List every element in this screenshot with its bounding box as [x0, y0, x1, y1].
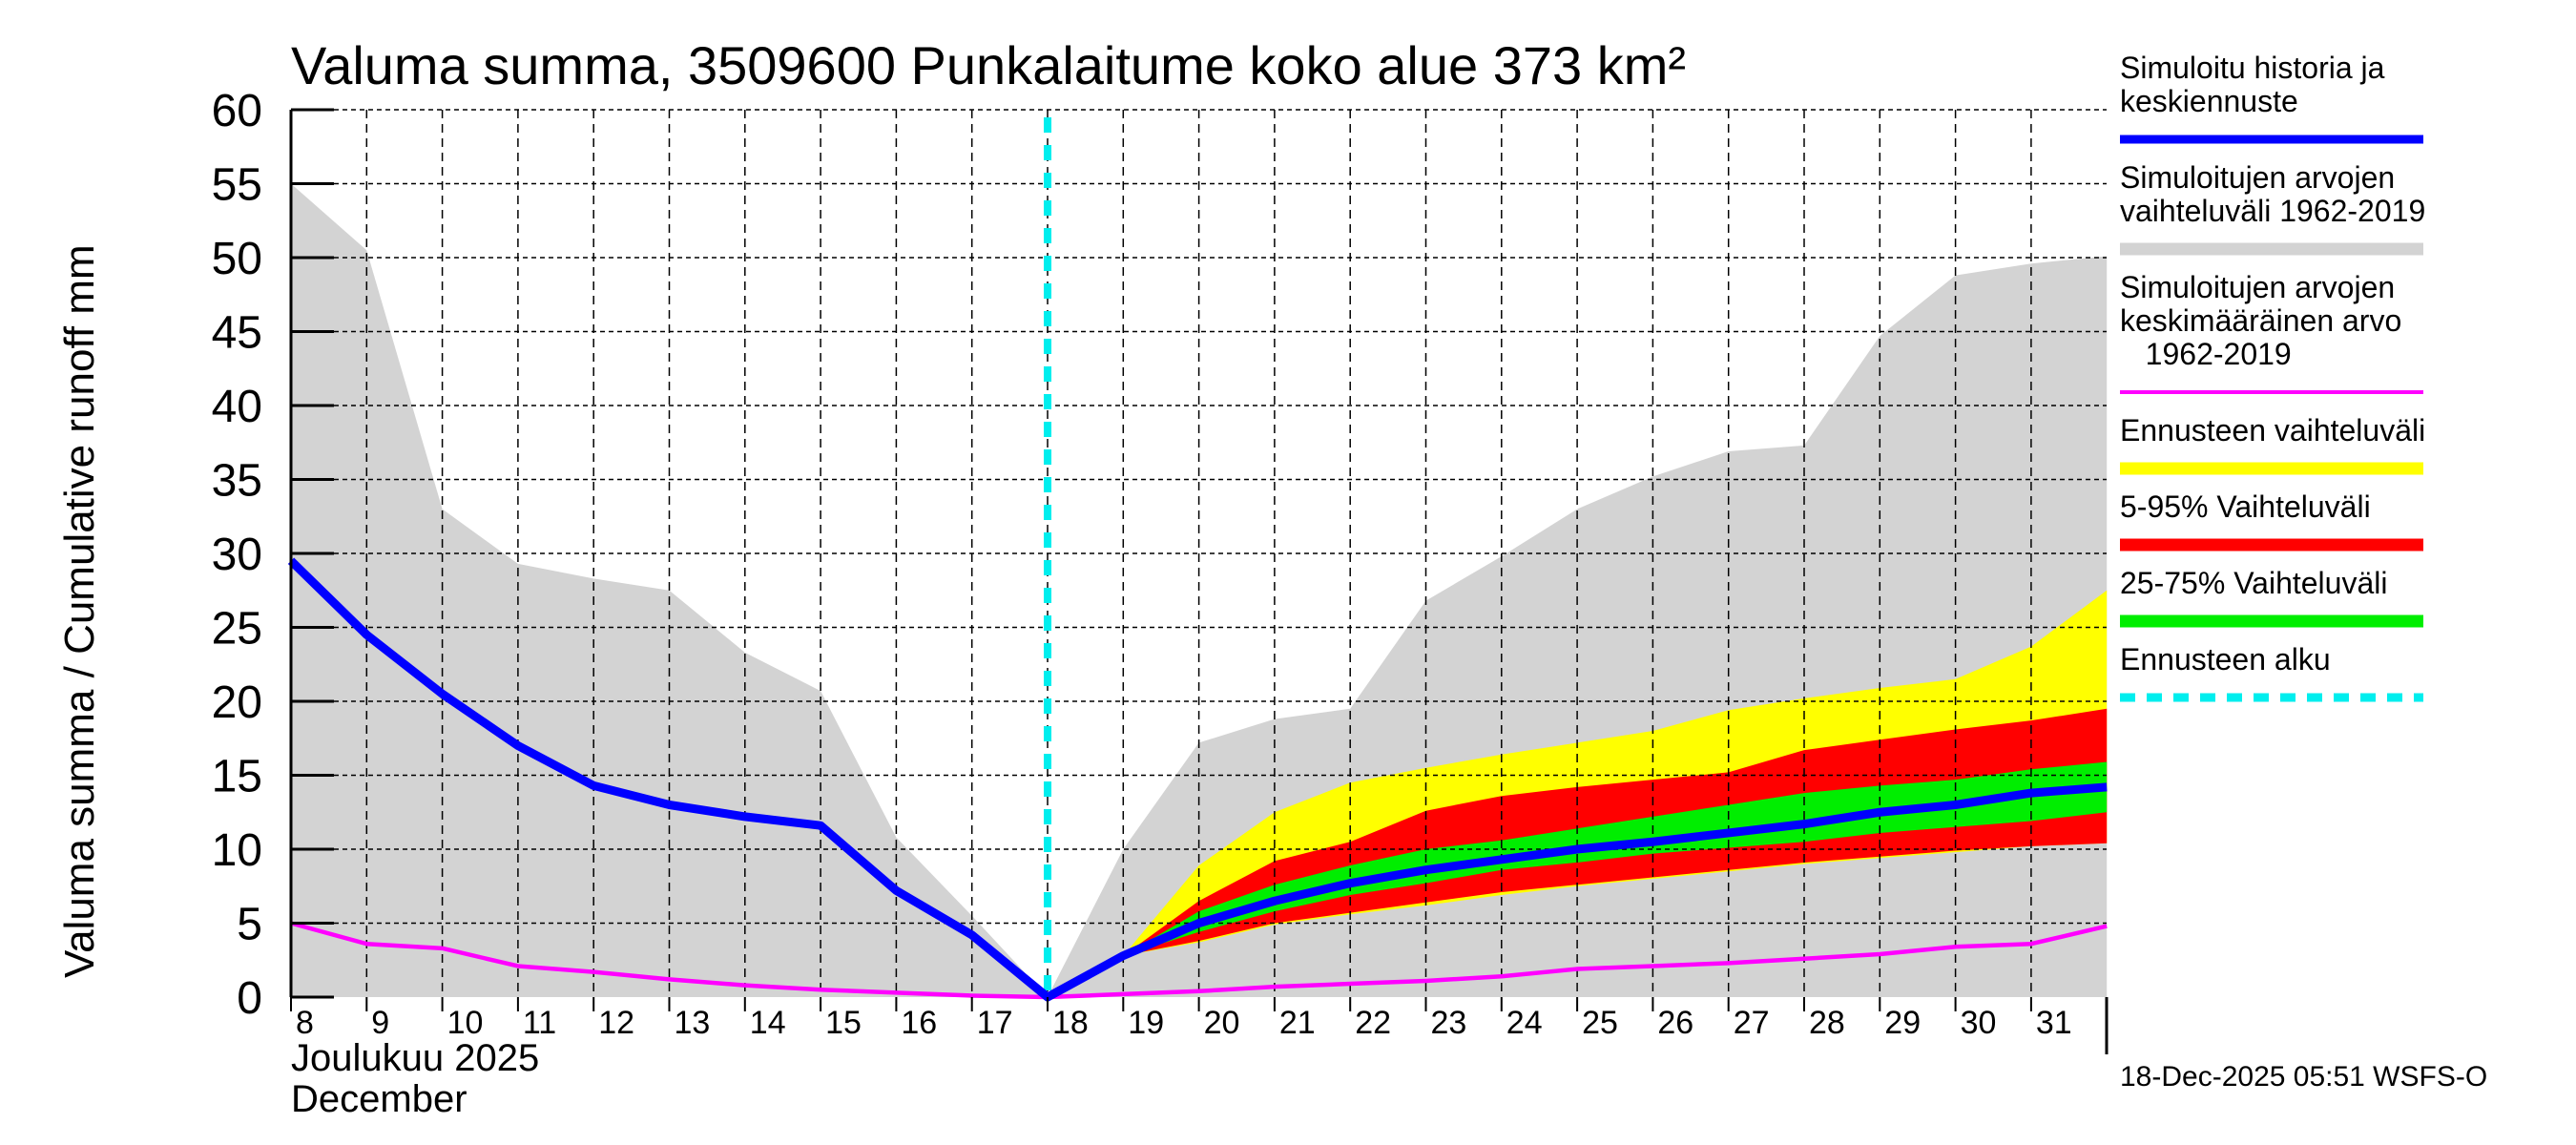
y-tick-label: 55 — [212, 160, 262, 211]
y-tick-label: 5 — [237, 900, 262, 950]
y-tick-label: 10 — [212, 825, 262, 876]
chart-title: Valuma summa, 3509600 Punkalaitume koko … — [291, 35, 1686, 95]
y-tick-label: 0 — [237, 973, 262, 1024]
y-tick-label: 30 — [212, 530, 262, 580]
legend-swatch — [2120, 462, 2423, 475]
legend-label: Ennusteen vaihteluväli — [2120, 413, 2425, 448]
x-tick-label: 23 — [1431, 1005, 1467, 1041]
legend-label: Ennusteen alku — [2120, 642, 2331, 677]
legend-swatch — [2120, 242, 2423, 256]
legend-label: 1962-2019 — [2120, 337, 2292, 371]
x-tick-label: 8 — [296, 1005, 314, 1041]
y-tick-label: 15 — [212, 752, 262, 802]
legend-label: Simuloitujen arvojen — [2120, 270, 2395, 304]
y-tick-label: 50 — [212, 234, 262, 284]
legend-label: keskimääräinen arvo — [2120, 303, 2401, 338]
x-tick-label: 30 — [1961, 1005, 1997, 1041]
x-tick-label: 22 — [1355, 1005, 1391, 1041]
x-tick-label: 27 — [1734, 1005, 1770, 1041]
x-tick-label: 17 — [977, 1005, 1013, 1041]
x-tick-label: 16 — [901, 1005, 937, 1041]
legend-swatch — [2120, 135, 2423, 144]
y-tick-label: 25 — [212, 604, 262, 655]
x-tick-label: 19 — [1128, 1005, 1164, 1041]
legend-label: Simuloitujen arvojen — [2120, 160, 2395, 195]
y-tick-label: 60 — [212, 86, 262, 136]
x-tick-label: 24 — [1506, 1005, 1543, 1041]
x-tick-label: 9 — [371, 1005, 389, 1041]
y-axis-label: Valuma summa / Cumulative runoff mm — [56, 244, 103, 978]
x-tick-label: 14 — [750, 1005, 786, 1041]
x-tick-label: 29 — [1884, 1005, 1921, 1041]
x-tick-label: 28 — [1809, 1005, 1845, 1041]
x-tick-label: 10 — [447, 1005, 484, 1041]
x-tick-label: 20 — [1204, 1005, 1240, 1041]
legend-swatch — [2120, 538, 2423, 552]
x-tick-label: 25 — [1582, 1005, 1618, 1041]
x-tick-label: 21 — [1279, 1005, 1316, 1041]
legend-label: vaihteluväli 1962-2019 — [2120, 194, 2425, 228]
x-tick-label: 26 — [1657, 1005, 1693, 1041]
plot-lines — [287, 117, 2108, 1002]
y-tick-label: 35 — [212, 456, 262, 507]
legend-label: keskiennuste — [2120, 84, 2298, 118]
x-axis-month-en: December — [291, 1078, 467, 1120]
x-tick-label: 18 — [1052, 1005, 1089, 1041]
footer-timestamp: 18-Dec-2025 05:51 WSFS-O — [2120, 1061, 2487, 1093]
grid — [291, 109, 2107, 997]
y-tick-label: 40 — [212, 382, 262, 432]
x-tick-label: 15 — [825, 1005, 862, 1041]
x-tick-label: 12 — [598, 1005, 634, 1041]
series-median-forecast — [287, 557, 2108, 1002]
x-tick-label: 11 — [523, 1005, 556, 1041]
legend-swatch — [2120, 614, 2423, 628]
x-tick-label: 13 — [675, 1005, 711, 1041]
legend-label: 5-95% Vaihteluväli — [2120, 489, 2371, 524]
axes: 0 5 10 15 20 25 30 35 40 45 50 55 60 8 9 10 11 12 13 14 15 16… — [212, 86, 2109, 1054]
legend-label: 25-75% Vaihteluväli — [2120, 566, 2387, 600]
series-mean-1962-2019 — [290, 921, 2108, 1000]
y-tick-label: 45 — [212, 308, 262, 359]
legend-label: Simuloitu historia ja — [2120, 51, 2385, 85]
y-tick-label: 20 — [212, 677, 262, 728]
legend-swatch — [2120, 390, 2423, 394]
x-axis-month-fi: Joulukuu 2025 — [291, 1037, 539, 1079]
x-tick-label: 31 — [2036, 1005, 2072, 1041]
